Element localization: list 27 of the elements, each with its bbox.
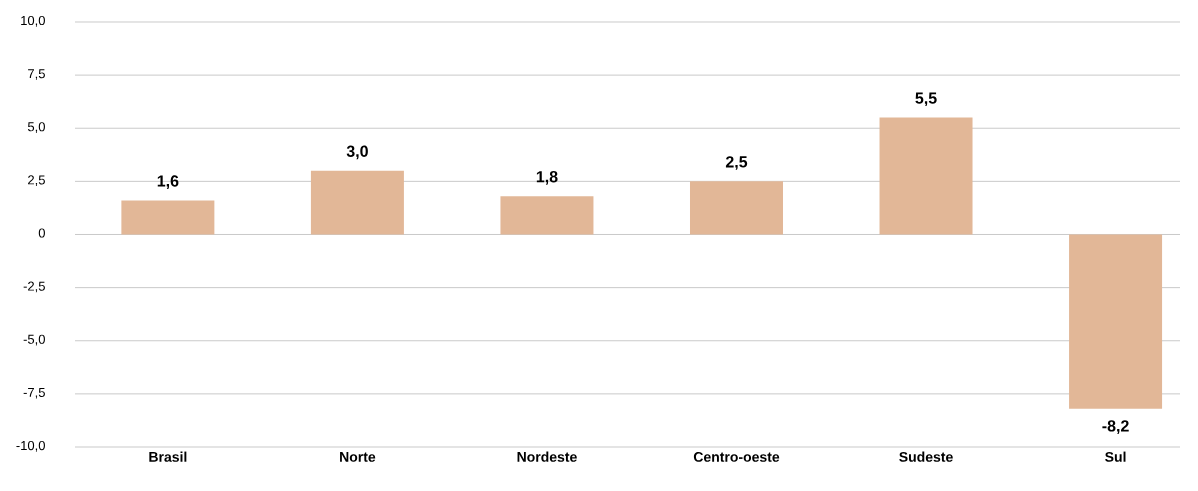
y-tick-label: -10,0 (16, 440, 45, 452)
x-tick-label: Sudeste (899, 451, 953, 462)
y-tick-label: 2,5 (28, 175, 45, 187)
data-label: 2,5 (725, 156, 748, 170)
data-label: -8,2 (1102, 420, 1129, 434)
y-tick-label: -7,5 (23, 387, 45, 399)
x-tick-label: Centro-oeste (693, 451, 780, 462)
x-tick-label: Brasil (149, 451, 187, 462)
y-tick-label: 0 (38, 228, 45, 238)
bar (879, 117, 973, 235)
x-tick-label: Nordeste (517, 451, 577, 462)
data-label: 1,6 (157, 175, 179, 189)
y-tick-label: 7,5 (28, 69, 45, 80)
y-tick-label: -2,5 (23, 281, 45, 293)
data-label: 1,8 (536, 171, 558, 185)
bar (310, 170, 404, 235)
y-tick-label: 10,0 (21, 15, 45, 27)
data-label: 5,5 (915, 92, 937, 107)
bar (500, 196, 594, 235)
y-tick-label: -5,0 (23, 334, 45, 346)
data-label: 3,0 (346, 145, 368, 160)
bar (121, 200, 215, 235)
bar (689, 181, 783, 235)
x-tick-label: Sul (1105, 451, 1126, 462)
bar (1069, 234, 1163, 409)
x-tick-label: Norte (340, 452, 376, 462)
y-tick-label: 5,0 (27, 122, 45, 133)
